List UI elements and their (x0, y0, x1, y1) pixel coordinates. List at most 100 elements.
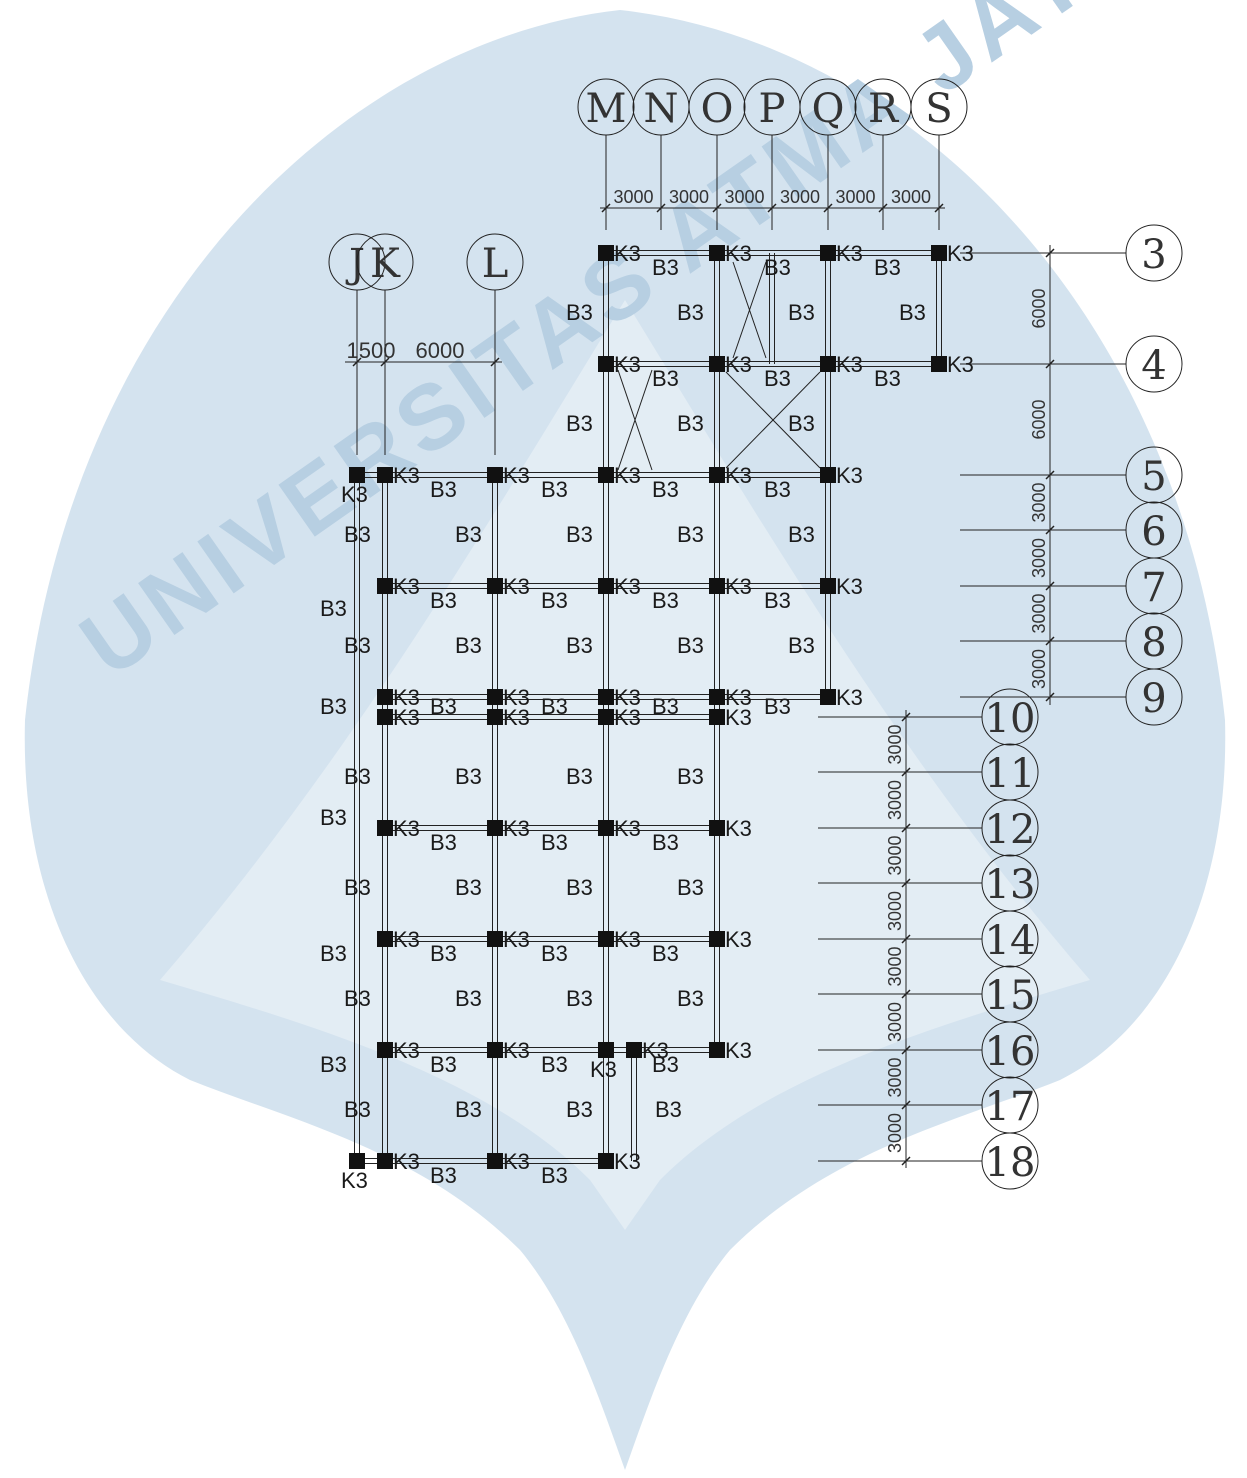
column-k3 (598, 931, 614, 947)
beam-label: B3 (541, 830, 568, 855)
grid-bubble-label: 7 (1141, 565, 1166, 611)
column-label: K3 (836, 463, 863, 488)
beam-label: B3 (677, 986, 704, 1011)
column-k3 (598, 820, 614, 836)
dim-tick (380, 357, 390, 367)
column-k3 (377, 1153, 393, 1169)
beam-label: B3 (541, 941, 568, 966)
beam-label: B3 (566, 875, 593, 900)
dim-text: 3000 (885, 946, 905, 986)
column-label: K3 (725, 352, 752, 377)
dim-tick (901, 712, 911, 722)
beam-label: B3 (652, 830, 679, 855)
grid-bubble-K (356, 233, 414, 291)
beam-label: B3 (677, 522, 704, 547)
dim-text: 3000 (1029, 482, 1049, 522)
dim-tick (656, 203, 666, 213)
brace-line (617, 369, 653, 471)
dim-tick (352, 357, 362, 367)
grid-bubble-label: 12 (985, 807, 1036, 853)
beam-col-O (714, 253, 720, 1050)
beam-label: B3 (874, 366, 901, 391)
column-label: K3 (503, 1038, 530, 1063)
column-label: K3 (614, 1149, 641, 1174)
grid-bubble-label: S (925, 86, 952, 132)
column-label: K3 (590, 1057, 617, 1082)
column-label: K3 (614, 463, 641, 488)
grid-bubble-row-3 (1125, 224, 1183, 282)
dimension-lines: 3000 3000 3000 3000 3000 3000 1500 6000 6000 6000… (345, 135, 1126, 1168)
column-k3 (487, 467, 503, 483)
dim-tick (901, 1156, 911, 1166)
column-k3 (598, 245, 614, 261)
column-label: K3 (725, 574, 752, 599)
column-k3 (709, 1042, 725, 1058)
grid-bubble-row-4 (1125, 335, 1183, 393)
grid-bubble-L (466, 233, 524, 291)
beam-label: B3 (344, 875, 371, 900)
column-label: K3 (503, 574, 530, 599)
beam-col-S (936, 253, 942, 364)
beam-col-J (354, 475, 360, 1161)
column-label: K3 (725, 1038, 752, 1063)
column-label: K3 (725, 241, 752, 266)
beam-label: B3 (430, 477, 457, 502)
dim-text: 3000 (780, 187, 820, 207)
column-k3 (820, 689, 836, 705)
grid-bubble-label: P (759, 86, 786, 132)
beam-label: B3 (764, 366, 791, 391)
beam-label: B3 (764, 588, 791, 613)
beam-label: B3 (677, 764, 704, 789)
column-label: K3 (836, 241, 863, 266)
grid-bubble-label: 14 (985, 918, 1036, 964)
column-label: K3 (614, 574, 641, 599)
column-label: K3 (725, 685, 752, 710)
column-k3 (598, 1153, 614, 1169)
beam-col-P (769, 253, 775, 364)
beam-label: B3 (652, 941, 679, 966)
beam-label: B3 (430, 1163, 457, 1188)
column-label: K3 (393, 574, 420, 599)
column-k3 (377, 467, 393, 483)
column-k3 (820, 245, 836, 261)
grid-bubble-row-18 (981, 1132, 1039, 1190)
column-k3 (709, 578, 725, 594)
beam-secondary (631, 1050, 637, 1161)
column-k3 (820, 356, 836, 372)
beam-label: B3 (788, 522, 815, 547)
beam-label: B3 (566, 633, 593, 658)
dim-text: 3000 (885, 835, 905, 875)
beam-label: B3 (430, 588, 457, 613)
dim-tick (1045, 359, 1055, 369)
column-k3 (377, 689, 393, 705)
dim-text: 3000 (613, 187, 653, 207)
column-label: K3 (503, 1149, 530, 1174)
grid-bubble-label: 5 (1141, 454, 1166, 500)
grid-bubble-row-9 (1125, 668, 1183, 726)
dim-tick (1045, 692, 1055, 702)
dim-tick (901, 989, 911, 999)
dim-tick (901, 934, 911, 944)
column-k3 (598, 709, 614, 725)
column-label: K3 (614, 241, 641, 266)
columns (349, 245, 947, 1169)
dim-text: 3000 (885, 780, 905, 820)
column-k3 (487, 578, 503, 594)
beam-label: B3 (455, 986, 482, 1011)
dim-text: 6000 (1029, 288, 1049, 328)
grid-bubble-label: K (370, 241, 401, 287)
column-label: K3 (614, 816, 641, 841)
column-label: K3 (836, 574, 863, 599)
beam-label: B3 (430, 694, 457, 719)
beam-row-4 (606, 361, 939, 367)
column-label: K3 (393, 1038, 420, 1063)
column-k3 (709, 820, 725, 836)
column-label: K3 (725, 927, 752, 952)
dim-text: 3000 (669, 187, 709, 207)
dim-tick (901, 878, 911, 888)
beam-label: B3 (652, 694, 679, 719)
dim-text: 3000 (885, 1113, 905, 1153)
